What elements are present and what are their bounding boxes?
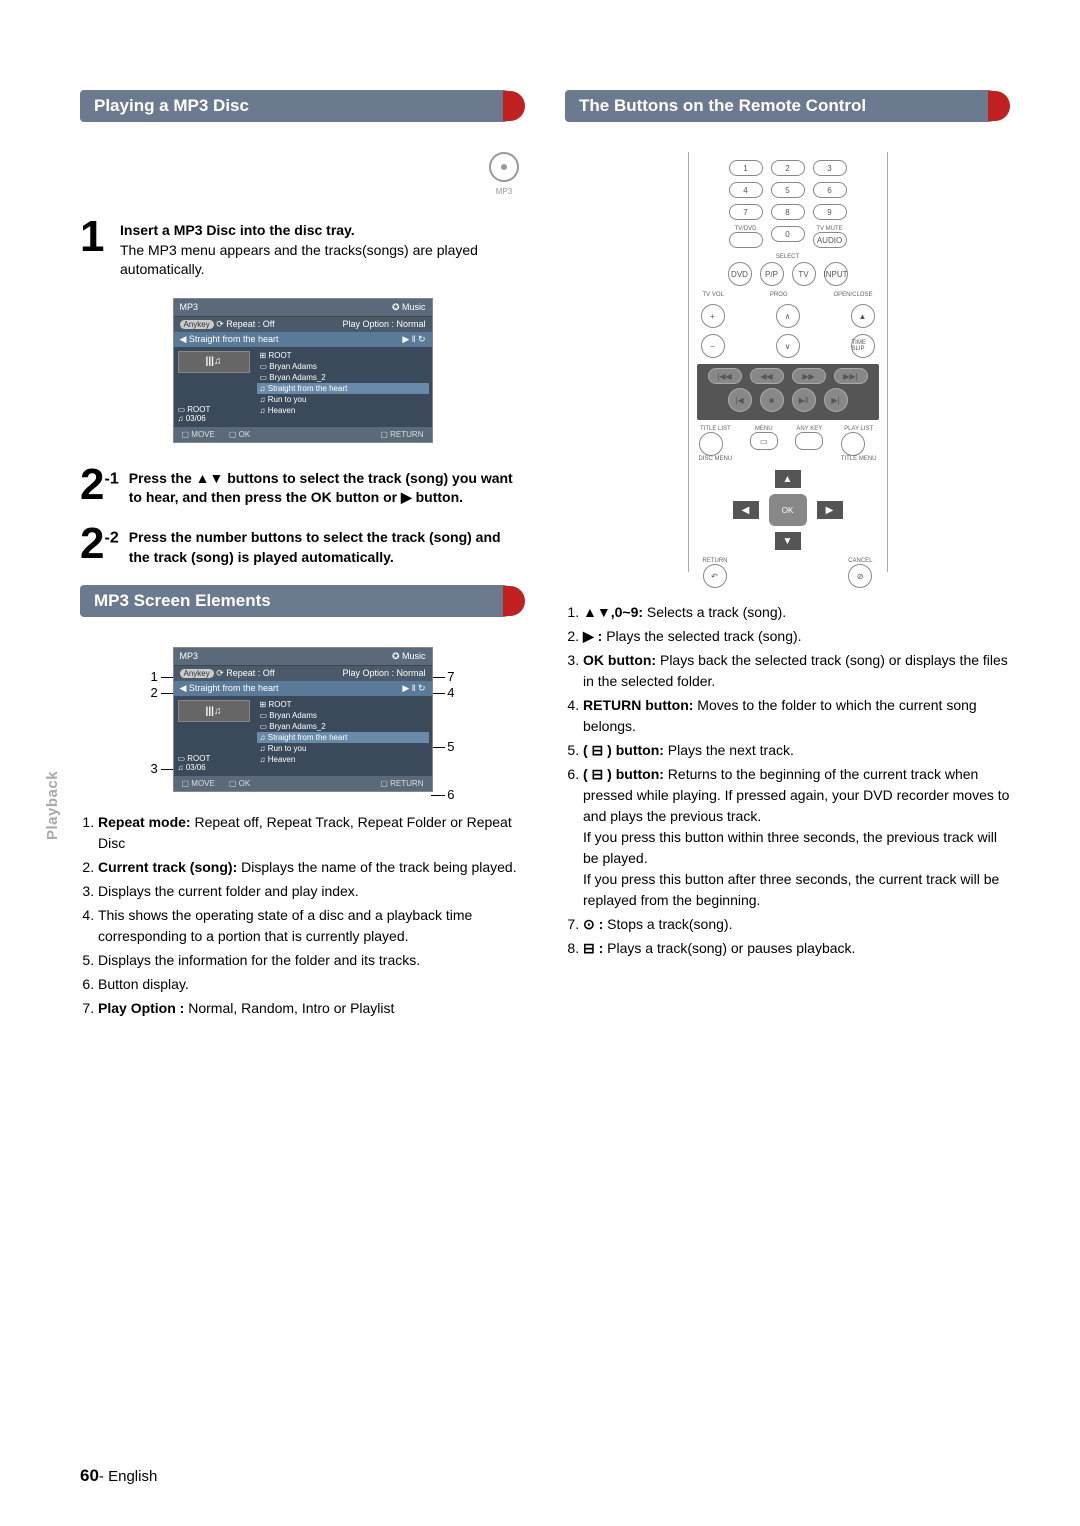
mp3-screen-2: MP3 ✪ Music Anykey ⟳ Repeat : Off Play O… bbox=[173, 647, 433, 792]
remote-item-7: ⊙ : Stops a track(song). bbox=[583, 914, 1010, 935]
dpad-ok: OK bbox=[769, 494, 807, 526]
file-list: ⊞ ROOT ▭ Bryan Adams ▭ Bryan Adams_2 ♫ S… bbox=[254, 347, 432, 427]
header-playing-text: Playing a MP3 Disc bbox=[80, 90, 515, 122]
callout-1: 1 bbox=[151, 669, 158, 684]
mp3-screen-callouts: 1 2 3 7 4 5 6 MP3 ✪ Music bbox=[153, 647, 453, 792]
header-elements: MP3 Screen Elements bbox=[80, 585, 525, 617]
header-cap-3 bbox=[988, 91, 1010, 121]
remote-list: ▲▼,0~9: Selects a track (song). ▶ : Play… bbox=[565, 602, 1010, 959]
step-1-body: The MP3 menu appears and the tracks(song… bbox=[120, 242, 478, 278]
playback-icons: ▶ ‖ ↻ bbox=[402, 334, 425, 345]
callout-6: 6 bbox=[447, 787, 454, 802]
header-cap-2 bbox=[503, 586, 525, 616]
step-1-num: 1 bbox=[80, 219, 110, 280]
screen-music: ✪ Music bbox=[392, 302, 426, 313]
mp3-disc-icon: MP3 bbox=[80, 152, 525, 199]
dpad-left: ◀ bbox=[733, 501, 759, 519]
remote-item-4: RETURN button: Moves to the folder to wh… bbox=[583, 695, 1010, 737]
folder-root: ROOT bbox=[187, 405, 210, 414]
remote-item-2: ▶ : Plays the selected track (song). bbox=[583, 626, 1010, 647]
step-21-text: Press the ▲▼ buttons to select the track… bbox=[129, 467, 525, 508]
remote-item-3: OK button: Plays back the selected track… bbox=[583, 650, 1010, 692]
elements-item-5: Displays the information for the folder … bbox=[98, 950, 525, 971]
remote-item-6: ( ⊟ ) button: Returns to the beginning o… bbox=[583, 764, 1010, 911]
page-number: 60- English bbox=[80, 1466, 157, 1486]
folder-idx: 03/06 bbox=[186, 414, 206, 423]
callout-4: 4 bbox=[447, 685, 454, 700]
disc-label: MP3 bbox=[489, 187, 519, 196]
elements-item-7: Play Option : Normal, Random, Intro or P… bbox=[98, 998, 525, 1019]
dpad-down: ▼ bbox=[775, 532, 801, 550]
header-playing: Playing a MP3 Disc bbox=[80, 90, 525, 122]
mp3-screen-1: MP3 ✪ Music Anykey ⟳ Repeat : Off Play O… bbox=[173, 298, 433, 443]
mp3-logo: |||♫ bbox=[178, 351, 250, 373]
screen-title: MP3 bbox=[180, 302, 199, 313]
elements-item-6: Button display. bbox=[98, 974, 525, 995]
step-2-2: 2-2 Press the number buttons to select t… bbox=[80, 526, 525, 567]
header-remote-text: The Buttons on the Remote Control bbox=[565, 90, 1000, 122]
play-option: Play Option : Normal bbox=[342, 319, 425, 330]
remote-diagram: 123 456 789 TV/DVD 0 TV MUTEAUDIO SELECT… bbox=[688, 152, 888, 572]
step-1: 1 Insert a MP3 Disc into the disc tray. … bbox=[80, 219, 525, 280]
ok-btn: OK bbox=[229, 430, 250, 439]
return-btn: RETURN bbox=[380, 430, 423, 439]
left-column: Playing a MP3 Disc MP3 1 Insert a MP3 Di… bbox=[80, 90, 525, 1022]
elements-item-4: This shows the operating state of a disc… bbox=[98, 905, 525, 947]
callout-2: 2 bbox=[151, 685, 158, 700]
remote-item-5: ( ⊟ ) button: Plays the next track. bbox=[583, 740, 1010, 761]
step-2-1: 2-1 Press the ▲▼ buttons to select the t… bbox=[80, 467, 525, 508]
elements-item-1: Repeat mode: Repeat off, Repeat Track, R… bbox=[98, 812, 525, 854]
step-1-text: Insert a MP3 Disc into the disc tray. Th… bbox=[120, 219, 525, 280]
header-elements-text: MP3 Screen Elements bbox=[80, 585, 515, 617]
header-remote: The Buttons on the Remote Control bbox=[565, 90, 1010, 122]
step-22-num: 2-2 bbox=[80, 526, 119, 567]
elements-item-3: Displays the current folder and play ind… bbox=[98, 881, 525, 902]
anykey-badge: Anykey bbox=[180, 320, 214, 329]
step-1-title: Insert a MP3 Disc into the disc tray. bbox=[120, 222, 355, 238]
step-21-num: 2-1 bbox=[80, 467, 119, 508]
page: Playing a MP3 Disc MP3 1 Insert a MP3 Di… bbox=[0, 0, 1080, 1526]
dpad-up: ▲ bbox=[775, 470, 801, 488]
dpad-right: ▶ bbox=[817, 501, 843, 519]
right-column: The Buttons on the Remote Control 123 45… bbox=[565, 90, 1010, 1022]
current-track: Straight from the heart bbox=[189, 334, 279, 344]
callout-7: 7 bbox=[447, 669, 454, 684]
remote-item-1: ▲▼,0~9: Selects a track (song). bbox=[583, 602, 1010, 623]
header-cap bbox=[503, 91, 525, 121]
elements-item-2: Current track (song): Displays the name … bbox=[98, 857, 525, 878]
remote-item-8: ⊟ : Plays a track(song) or pauses playba… bbox=[583, 938, 1010, 959]
repeat-text: Repeat : Off bbox=[226, 319, 274, 329]
callout-3: 3 bbox=[151, 761, 158, 776]
disc-icon bbox=[489, 152, 519, 182]
elements-list: Repeat mode: Repeat off, Repeat Track, R… bbox=[80, 812, 525, 1019]
callout-5: 5 bbox=[447, 739, 454, 754]
step-22-text: Press the number buttons to select the t… bbox=[129, 526, 525, 567]
move-btn: MOVE bbox=[182, 430, 215, 439]
